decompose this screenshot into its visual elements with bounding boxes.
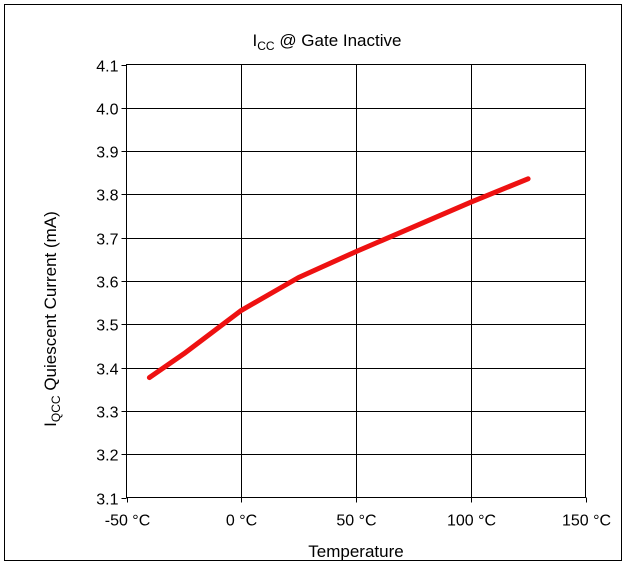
y-tick-label: 3.3 xyxy=(96,405,118,422)
y-tick-label: 4.1 xyxy=(96,59,118,76)
x-tick-label: 100 °C xyxy=(447,513,496,530)
x-tick-label: 150 °C xyxy=(562,513,611,530)
x-axis-label: Temperature xyxy=(308,542,403,561)
gridlines xyxy=(126,64,586,498)
y-tick-label: 3.9 xyxy=(96,145,118,162)
y-tick-label: 3.4 xyxy=(96,362,118,379)
y-tick-label: 3.6 xyxy=(96,275,118,292)
y-tick-label: 3.1 xyxy=(96,492,118,509)
y-tick-label: 4.0 xyxy=(96,102,118,119)
chart-title: ICC @ Gate Inactive xyxy=(253,31,402,53)
axis-ticks: 3.1 3.2 3.3 3.4 3.5 3.6 3.7 3.8 3.9 4.0 4.1 -50 °C 0… xyxy=(96,59,611,530)
series-layer xyxy=(146,176,531,381)
y-tick-label: 3.2 xyxy=(96,448,118,465)
x-tick-label: 50 °C xyxy=(336,513,376,530)
y-tick-label: 3.7 xyxy=(96,232,118,249)
x-tick-label: -50 °C xyxy=(105,513,151,530)
series-line xyxy=(146,176,531,381)
x-tick-label: 0 °C xyxy=(226,513,257,530)
chart-border xyxy=(4,4,622,561)
plot-area xyxy=(126,64,586,498)
y-axis-label: IQCC Quiescent Current (mA) xyxy=(41,211,63,427)
y-tick-label: 3.8 xyxy=(96,188,118,205)
y-tick-label: 3.5 xyxy=(96,318,118,335)
